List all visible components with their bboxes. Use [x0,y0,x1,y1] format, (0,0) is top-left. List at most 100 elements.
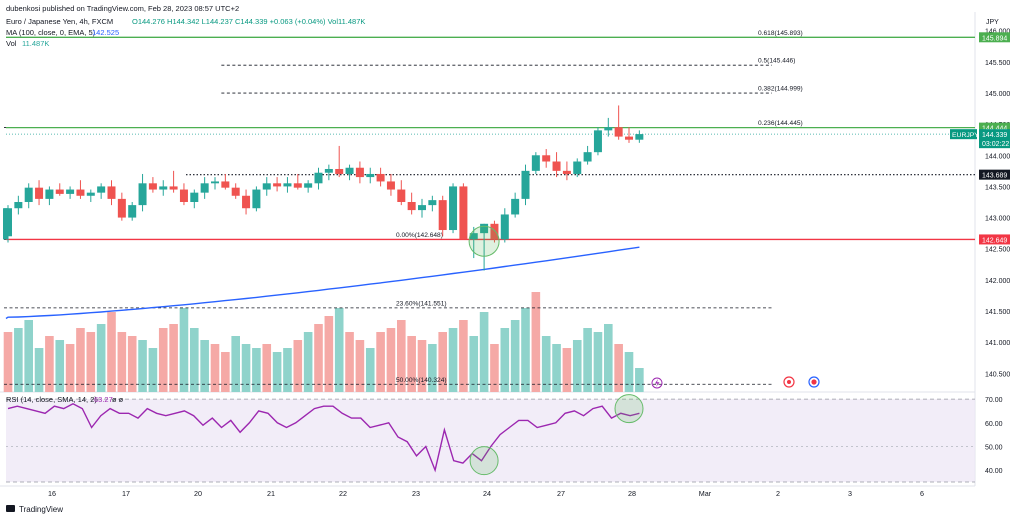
candle[interactable] [635,130,644,143]
candle[interactable] [148,177,157,193]
volume-bar [210,344,220,392]
candle[interactable] [314,167,323,190]
candle[interactable] [211,177,219,190]
candle[interactable] [159,180,168,196]
rsi-legend-label: RSI (14, close, SMA, 14, 2) [6,395,97,404]
candle[interactable] [469,226,478,259]
price-axis[interactable]: JPY 140.500 141.000 141.500 142.000 142.500 14… [950,19,1010,378]
candle-body [148,183,157,190]
candle[interactable] [24,183,33,209]
candle[interactable] [97,183,106,199]
vol-legend: Vol [6,39,17,48]
price-label-box[interactable] [979,122,1010,133]
candle-body [562,170,571,174]
highlight-circles [468,225,644,476]
candle[interactable] [583,145,592,165]
candle[interactable] [552,152,561,178]
candle[interactable] [169,170,178,193]
flash-icon[interactable] [651,377,663,389]
volume-bar [355,340,365,392]
candle[interactable] [324,164,333,181]
candle[interactable] [604,117,613,137]
candle[interactable] [35,180,44,206]
ma-line[interactable] [5,246,640,320]
candle[interactable] [200,177,209,199]
candle[interactable] [614,105,623,140]
candle[interactable] [490,220,499,243]
candle[interactable] [273,177,282,192]
volume-bar [303,332,313,392]
price-tick-label: 144.000 [985,153,1010,160]
volume-bar [583,328,592,392]
candle[interactable] [138,173,147,212]
event-icon-red[interactable] [783,376,795,388]
candle[interactable] [366,167,375,184]
candle[interactable] [459,183,468,240]
candle[interactable] [480,223,489,271]
candle[interactable] [345,164,354,181]
candle[interactable] [397,180,406,206]
price-label-box[interactable] [979,234,1010,245]
candle[interactable] [179,183,188,206]
candle[interactable] [107,180,116,206]
candle[interactable] [531,152,540,174]
candle-body [117,198,126,218]
candle[interactable] [355,161,364,184]
candle[interactable] [521,164,530,206]
candle[interactable] [128,202,137,221]
candle-body [614,127,623,137]
candle[interactable] [386,173,395,196]
candle[interactable] [252,186,261,212]
candle[interactable] [593,127,602,156]
candle[interactable] [376,167,385,187]
candles[interactable] [3,105,644,271]
candle[interactable] [407,192,416,215]
candle[interactable] [190,189,199,209]
rsi-pane[interactable]: 40.00 50.00 60.00 70.00 [6,397,1003,483]
candle[interactable] [562,161,571,181]
candle[interactable] [76,180,85,199]
candle[interactable] [438,195,447,237]
candle-body [304,183,313,188]
candle[interactable] [500,208,509,243]
alert-icons[interactable] [651,376,820,389]
candle[interactable] [242,189,251,215]
current-price-box[interactable] [979,129,1010,149]
candle[interactable] [542,149,551,168]
volume-bar [200,340,209,392]
candle-body [273,183,282,187]
symbol-tag[interactable] [950,129,977,140]
candle-body [386,181,395,190]
time-axis[interactable]: 16 17 20 21 22 23 24 27 28 Mar 2 3 6 [48,489,924,498]
candle[interactable] [335,145,344,178]
candle[interactable] [283,177,292,193]
candle[interactable] [14,195,23,215]
price-label-box[interactable] [979,169,1010,180]
candle[interactable] [625,127,633,143]
candle[interactable] [573,158,582,178]
candle[interactable] [117,192,126,221]
candle[interactable] [428,195,437,212]
event-icon-blue[interactable] [808,376,820,388]
rsi-line[interactable] [7,403,640,473]
horizontal-lines[interactable] [6,36,975,241]
price-label-text: 145.894 [982,35,1007,42]
candle[interactable] [511,192,520,218]
candle[interactable] [45,186,54,206]
candle[interactable] [418,198,426,218]
price-label-box[interactable] [979,32,1010,43]
candle[interactable] [221,173,230,190]
candle[interactable] [304,180,313,193]
candle[interactable] [293,173,302,190]
volume-bar [614,344,623,392]
vol-legend-value: 11.487K [22,39,49,48]
candle[interactable] [55,183,64,196]
candle[interactable] [86,189,95,202]
candle[interactable] [231,183,240,199]
candle[interactable] [262,177,271,196]
volume-bar [521,308,530,392]
candle[interactable] [449,183,458,234]
candle[interactable] [66,186,75,199]
